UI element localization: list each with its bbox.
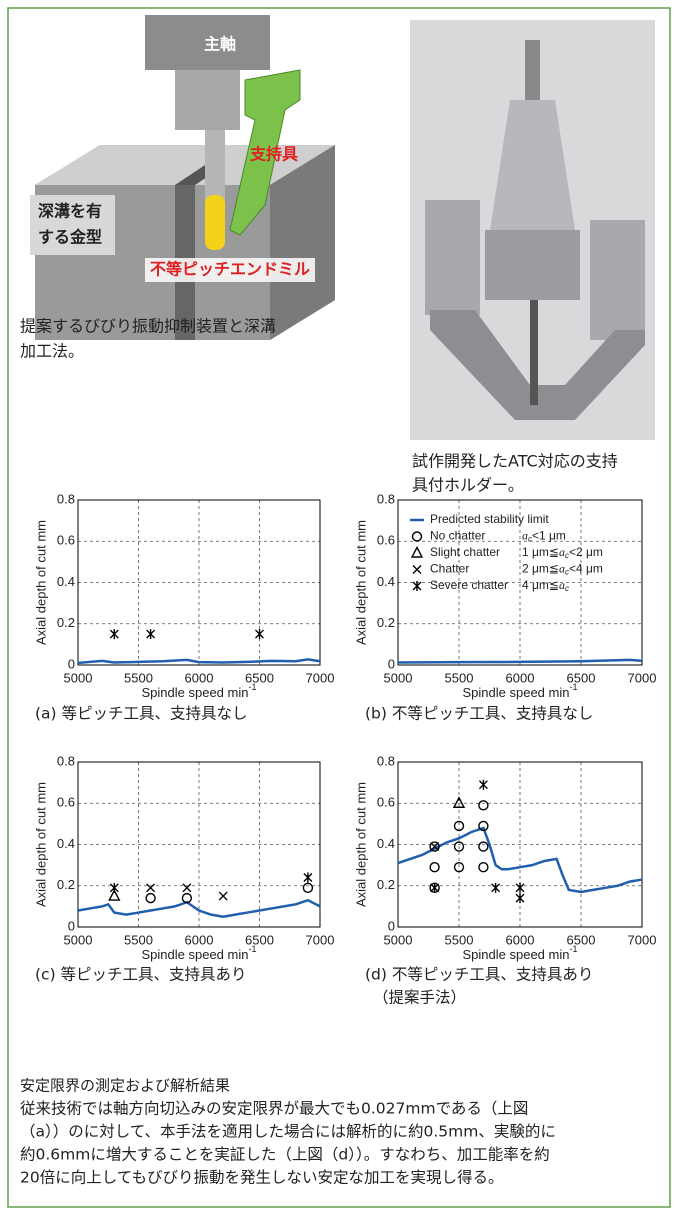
spindle-body (175, 70, 240, 130)
y-tick-label: 0.6 (57, 795, 75, 810)
x-tick-label: 5500 (124, 670, 153, 685)
condition-sub: c (565, 584, 569, 593)
tool-shank (205, 130, 225, 200)
page: 主軸 支持具 深溝を有 する金型 不等ピッチエンドミル 提案するびびり振動抑制装… (0, 0, 678, 1215)
legend-condition: 2 μm≦ac<4 μm (522, 561, 603, 576)
y-tick-label: 0.2 (377, 615, 395, 630)
y-axis-label: Axial depth of cut mm (33, 520, 48, 645)
y-axis-label: Axial depth of cut mm (33, 782, 48, 907)
page-canvas: 主軸 支持具 深溝を有 する金型 不等ピッチエンドミル 提案するびびり振動抑制装… (0, 0, 678, 1215)
chart-caption: (b) 不等ピッチ工具、支持具なし (365, 705, 593, 723)
caption: 加工法。 (20, 342, 84, 361)
result-line: （a））のに対して、本手法を適用した場合には解析的に約0.5mm、実験的に (20, 1123, 556, 1141)
photo: 試作開発したATC対応の支持 具付ホルダー。 (410, 20, 655, 495)
x-axis-label: Spindle speed min-1 (463, 944, 578, 962)
chart-caption: （提案手法） (373, 989, 466, 1007)
y-tick-label: 0.4 (377, 574, 395, 589)
legend-label: Slight chatter (430, 545, 500, 559)
spindle-label: 主軸 (204, 35, 236, 54)
x-axis-label-sup: -1 (248, 944, 256, 954)
x-tick-label: 6000 (185, 670, 214, 685)
y-tick-label: 0.6 (377, 795, 395, 810)
result-line: 約0.6mmに増大することを実証した（上図（d））。すなわち、加工能率を約 (20, 1146, 550, 1164)
endmill-label: 不等ピッチエンドミル (150, 260, 310, 279)
y-tick-label: 0.4 (57, 836, 75, 851)
holder-part (590, 220, 645, 340)
y-tick-label: 0.6 (377, 533, 395, 548)
legend-label: Chatter (430, 562, 469, 576)
caption: 提案するびびり振動抑制装置と深溝 (20, 317, 276, 336)
result-line: 20倍に向上してもびびり振動を発生しない安定な加工を実現し得る。 (20, 1169, 504, 1187)
x-tick-label: 5000 (384, 932, 413, 947)
condition-pre: 1 μm≦ (522, 545, 559, 559)
legend-label: No chatter (430, 529, 485, 543)
x-axis-label: Spindle speed min-1 (142, 944, 257, 962)
legend-condition: 4 μm≦ac (522, 578, 569, 593)
holder-part (485, 230, 580, 300)
x-tick-label: 5500 (445, 932, 474, 947)
x-tick-label: 5000 (64, 932, 93, 947)
x-axis-label-text: Spindle speed min (142, 947, 249, 962)
condition-post: <4 μm (569, 562, 603, 576)
chart-caption: (a) 等ピッチ工具、支持具なし (35, 705, 248, 723)
y-tick-label: 0 (68, 918, 75, 933)
mold-label: する金型 (38, 228, 102, 247)
x-tick-label: 6000 (506, 932, 535, 947)
x-tick-label: 7000 (306, 670, 335, 685)
x-axis-label-sup: -1 (569, 682, 577, 692)
y-axis-label: Axial depth of cut mm (353, 520, 368, 645)
x-tick-label: 5000 (64, 670, 93, 685)
condition-post: <1 μm (532, 529, 566, 543)
legend-label: Predicted stability limit (430, 512, 549, 526)
x-axis-label: Spindle speed min-1 (142, 682, 257, 700)
y-tick-label: 0.8 (377, 753, 395, 768)
holder-part (525, 40, 540, 100)
x-axis-label-text: Spindle speed min (463, 947, 570, 962)
result-line: 従来技術では軸方向切込みの安定限界が最大でも0.027mmである（上図 (20, 1100, 528, 1118)
holder-part (530, 300, 538, 405)
condition-post: <2 μm (569, 545, 603, 559)
condition-pre: 4 μm≦ (522, 578, 559, 592)
legend-condition: 1 μm≦ac<2 μm (522, 545, 603, 560)
x-axis-label-sup: -1 (248, 682, 256, 692)
legend-label: Severe chatter (430, 578, 508, 592)
caption: 試作開発したATC対応の支持 (412, 452, 618, 471)
mold-label: 深溝を有 (38, 202, 102, 221)
x-axis-label-sup: -1 (569, 944, 577, 954)
y-tick-label: 0.6 (57, 533, 75, 548)
y-tick-label: 0.4 (377, 836, 395, 851)
x-tick-label: 6000 (185, 932, 214, 947)
result-title: 安定限界の測定および解析結果 (20, 1077, 230, 1095)
chart-caption: (c) 等ピッチ工具、支持具あり (35, 966, 247, 984)
y-tick-label: 0 (388, 656, 395, 671)
y-tick-label: 0 (68, 656, 75, 671)
endmill-tip (205, 195, 225, 250)
y-axis-label: Axial depth of cut mm (353, 782, 368, 907)
x-tick-label: 7000 (628, 932, 657, 947)
x-tick-label: 7000 (306, 932, 335, 947)
chart-caption: (d) 不等ピッチ工具、支持具あり (365, 966, 593, 984)
y-tick-label: 0.2 (57, 615, 75, 630)
x-tick-label: 7000 (628, 670, 657, 685)
x-axis-label: Spindle speed min-1 (463, 682, 578, 700)
condition-pre: 2 μm≦ (522, 562, 559, 576)
x-tick-label: 5500 (124, 932, 153, 947)
y-tick-label: 0.4 (57, 574, 75, 589)
x-tick-label: 5500 (445, 670, 474, 685)
x-axis-label-text: Spindle speed min (142, 685, 249, 700)
y-tick-label: 0.8 (377, 491, 395, 506)
y-tick-label: 0 (388, 918, 395, 933)
x-axis-label-text: Spindle speed min (463, 685, 570, 700)
support-label: 支持具 (249, 145, 298, 164)
y-tick-label: 0.2 (377, 877, 395, 892)
caption: 具付ホルダー。 (412, 476, 524, 495)
y-tick-label: 0.8 (57, 491, 75, 506)
x-tick-label: 6000 (506, 670, 535, 685)
y-tick-label: 0.2 (57, 877, 75, 892)
y-tick-label: 0.8 (57, 753, 75, 768)
x-tick-label: 5000 (384, 670, 413, 685)
holder-part (425, 200, 480, 315)
